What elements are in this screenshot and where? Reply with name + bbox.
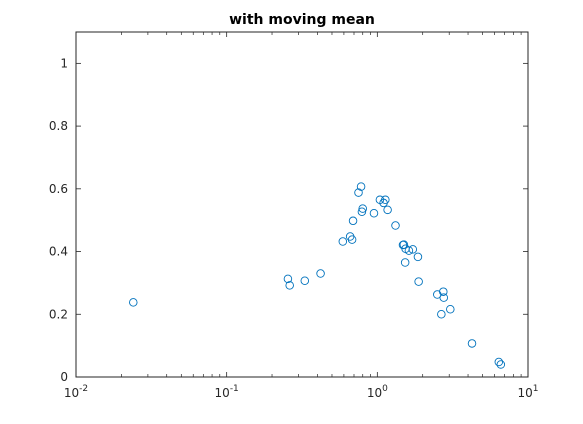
data-point [369,209,379,218]
data-point [437,310,446,319]
data-point [358,204,367,213]
data-point [494,357,504,367]
data-point [399,240,409,249]
data-point [400,258,410,267]
chart-title: with moving mean [229,12,375,28]
data-point [446,305,455,314]
data-point [338,237,348,246]
y-tick-label: 1 [60,56,68,70]
data-point [414,277,423,286]
y-tick-label: 0.6 [49,182,68,196]
x-tick-label: 100 [367,384,388,400]
x-tick-label: 10-1 [215,384,239,400]
data-point [347,235,357,244]
data-points [129,182,506,369]
data-point [285,281,294,290]
y-tick-label: 0.8 [49,119,68,133]
plot-area [75,31,529,378]
axes: 10-2 10-1 100 101 0 0.2 0.4 0.6 0.8 1 [49,31,539,400]
y-tick-label: 0.4 [49,245,68,259]
data-point [496,360,506,369]
data-point [300,276,310,285]
data-point [354,188,363,197]
data-point [404,246,414,255]
data-point [348,216,358,226]
y-tick-label: 0.2 [49,307,68,321]
data-point [383,205,392,215]
data-point [467,339,477,348]
data-point [283,274,293,284]
x-tick-label: 10-2 [64,384,88,400]
data-point [381,195,390,205]
data-point [129,298,138,307]
data-point [439,287,448,296]
x-tick-label: 101 [517,384,538,400]
data-point [413,252,423,262]
data-point [391,221,400,230]
data-point [439,293,449,302]
y-tick-label: 0 [60,370,68,384]
data-point [316,269,325,278]
data-point [356,182,366,191]
data-point [408,245,418,254]
data-point [357,207,367,216]
